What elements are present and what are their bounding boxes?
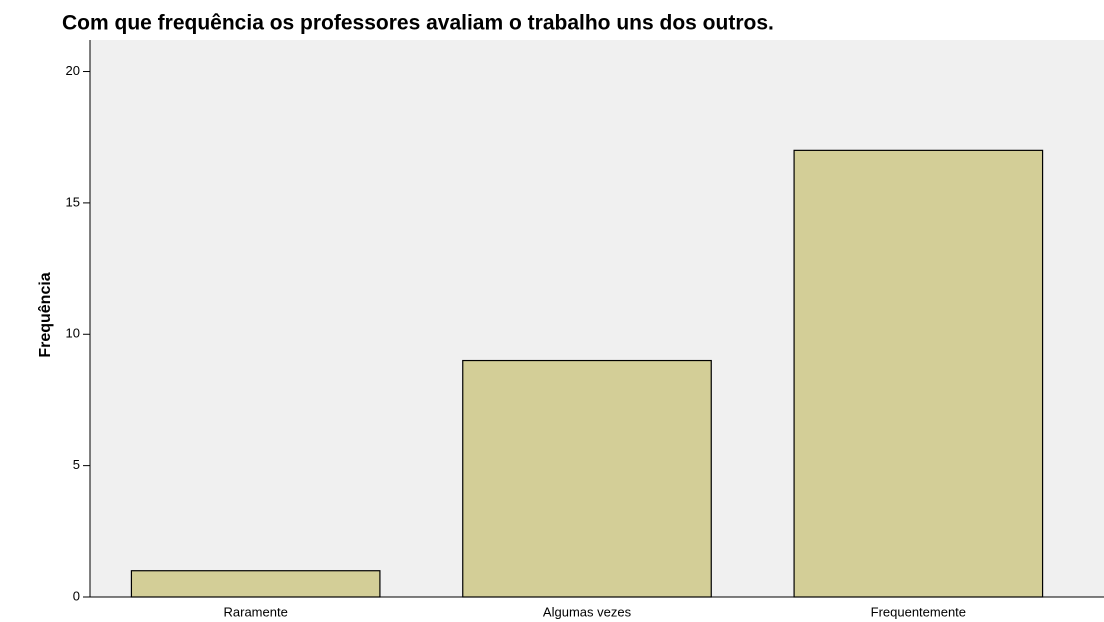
- y-tick-label: 15: [66, 194, 80, 209]
- y-axis-label: Frequência: [37, 272, 54, 357]
- y-tick-label: 10: [66, 326, 80, 341]
- y-tick-label: 0: [73, 588, 80, 603]
- y-tick-label: 5: [73, 457, 80, 472]
- bar: [130, 570, 381, 598]
- bar: [462, 359, 712, 598]
- x-tick-label: Raramente: [224, 604, 288, 619]
- chart-title: Com que frequência os professores avalia…: [62, 12, 774, 35]
- x-tick-label: Frequentemente: [871, 604, 966, 619]
- y-tick-label: 20: [66, 63, 80, 78]
- x-tick-label: Algumas vezes: [543, 604, 632, 619]
- bar: [793, 149, 1044, 598]
